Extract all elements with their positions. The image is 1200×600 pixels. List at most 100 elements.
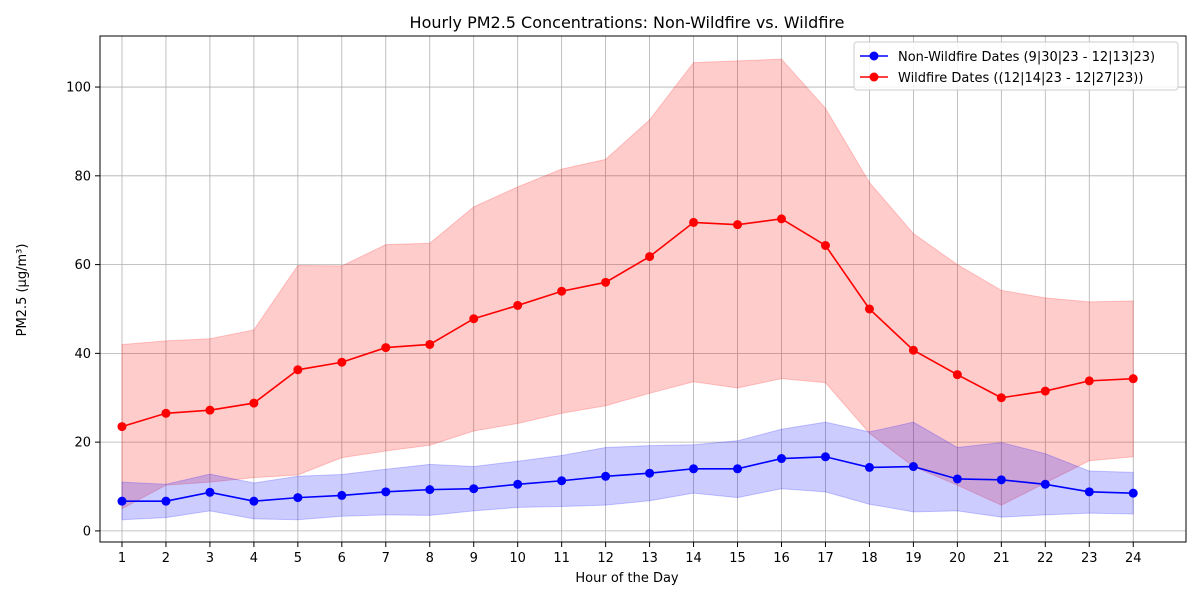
y-tick-label: 100 — [66, 81, 91, 96]
y-axis-title: PM2.5 (µg/m³) — [15, 244, 30, 337]
point-non-wildfire — [820, 452, 830, 462]
point-non-wildfire — [1084, 487, 1094, 497]
point-wildfire — [645, 252, 655, 262]
y-tick-label: 40 — [74, 347, 91, 362]
point-non-wildfire — [908, 462, 918, 472]
point-non-wildfire — [1040, 479, 1050, 489]
plot-frame — [99, 35, 1187, 543]
x-tick-label: 9 — [470, 551, 478, 566]
point-non-wildfire — [864, 462, 874, 472]
x-tick-label: 21 — [993, 551, 1010, 566]
x-tick-label: 5 — [294, 551, 302, 566]
series-points — [117, 214, 1138, 506]
x-tick-label: 14 — [685, 551, 702, 566]
y-axis-ticks: 0 20 40 60 80 100 — [66, 81, 100, 539]
point-non-wildfire — [381, 487, 391, 497]
point-wildfire — [820, 241, 830, 251]
point-non-wildfire — [205, 487, 215, 497]
x-tick-label: 22 — [1037, 551, 1054, 566]
point-non-wildfire — [733, 464, 743, 474]
point-non-wildfire — [645, 468, 655, 478]
point-wildfire — [864, 304, 874, 314]
line-wildfire — [121, 218, 1134, 428]
legend-label-wildfire: Wildfire Dates ((12|14|23 - 12|27|23)) — [898, 71, 1143, 86]
legend-marker-wildfire — [869, 72, 879, 82]
point-non-wildfire — [425, 485, 435, 495]
legend-box — [853, 41, 1179, 91]
point-wildfire — [513, 300, 523, 310]
x-tick-label: 17 — [817, 551, 834, 566]
point-non-wildfire — [776, 454, 786, 464]
x-tick-label: 23 — [1081, 551, 1098, 566]
y-tick-label: 0 — [83, 524, 91, 539]
point-wildfire — [1040, 386, 1050, 396]
y-tick-label: 20 — [74, 436, 91, 451]
point-non-wildfire — [996, 475, 1006, 485]
point-wildfire — [1084, 376, 1094, 386]
point-non-wildfire — [249, 496, 259, 506]
x-tick-label: 1 — [118, 551, 126, 566]
x-axis-ticks: 1 2 3 4 5 6 7 8 9 10 11 12 13 14 15 16 17 18 19 20 21 22 23 24 — [118, 542, 1142, 566]
point-wildfire — [469, 314, 479, 324]
grid-lines — [100, 36, 1186, 542]
x-tick-label: 7 — [382, 551, 390, 566]
x-tick-label: 16 — [773, 551, 790, 566]
chart-title: Hourly PM2.5 Concentrations: Non-Wildfir… — [410, 13, 845, 32]
point-wildfire — [381, 343, 391, 353]
point-wildfire — [425, 339, 435, 349]
series-lines — [121, 218, 1134, 502]
x-tick-label: 3 — [206, 551, 214, 566]
line-non-wildfire — [121, 455, 1134, 502]
point-wildfire — [205, 405, 215, 415]
point-wildfire — [952, 370, 962, 380]
confidence-bands — [121, 58, 1134, 521]
point-non-wildfire — [1128, 488, 1138, 498]
point-non-wildfire — [161, 496, 171, 506]
legend-item-wildfire: Wildfire Dates ((12|14|23 - 12|27|23)) — [860, 71, 1143, 86]
band-non-wildfire — [121, 421, 1134, 521]
x-tick-label: 2 — [162, 551, 170, 566]
x-tick-label: 18 — [861, 551, 878, 566]
point-wildfire — [601, 277, 611, 287]
point-non-wildfire — [293, 493, 303, 503]
x-tick-label: 10 — [509, 551, 526, 566]
point-wildfire — [733, 220, 743, 230]
x-axis-title: Hour of the Day — [575, 571, 679, 586]
point-non-wildfire — [601, 471, 611, 481]
point-non-wildfire — [952, 474, 962, 484]
point-wildfire — [161, 408, 171, 418]
legend: Non-Wildfire Dates (9|30|23 - 12|13|23) … — [853, 41, 1179, 91]
legend-item-non-wildfire: Non-Wildfire Dates (9|30|23 - 12|13|23) — [860, 50, 1155, 65]
point-non-wildfire — [513, 479, 523, 489]
x-tick-label: 12 — [597, 551, 614, 566]
point-wildfire — [293, 365, 303, 375]
x-tick-label: 19 — [905, 551, 922, 566]
band-wildfire — [121, 58, 1134, 510]
x-tick-label: 11 — [553, 551, 570, 566]
x-tick-label: 8 — [426, 551, 434, 566]
point-wildfire — [337, 357, 347, 367]
y-tick-label: 80 — [74, 169, 91, 184]
point-wildfire — [249, 398, 259, 408]
legend-label-non-wildfire: Non-Wildfire Dates (9|30|23 - 12|13|23) — [898, 50, 1155, 65]
point-non-wildfire — [689, 464, 699, 474]
point-wildfire — [557, 286, 567, 296]
point-wildfire — [996, 393, 1006, 403]
x-tick-label: 15 — [729, 551, 746, 566]
point-wildfire — [1128, 374, 1138, 384]
point-wildfire — [117, 422, 127, 432]
x-tick-label: 20 — [949, 551, 966, 566]
point-wildfire — [908, 345, 918, 355]
y-tick-label: 60 — [74, 258, 91, 273]
point-non-wildfire — [117, 496, 127, 506]
point-non-wildfire — [469, 484, 479, 494]
legend-marker-non-wildfire — [869, 51, 879, 61]
x-tick-label: 24 — [1125, 551, 1142, 566]
point-wildfire — [776, 214, 786, 224]
x-tick-label: 13 — [641, 551, 658, 566]
x-tick-label: 6 — [338, 551, 346, 566]
point-non-wildfire — [557, 476, 567, 486]
point-wildfire — [689, 217, 699, 227]
